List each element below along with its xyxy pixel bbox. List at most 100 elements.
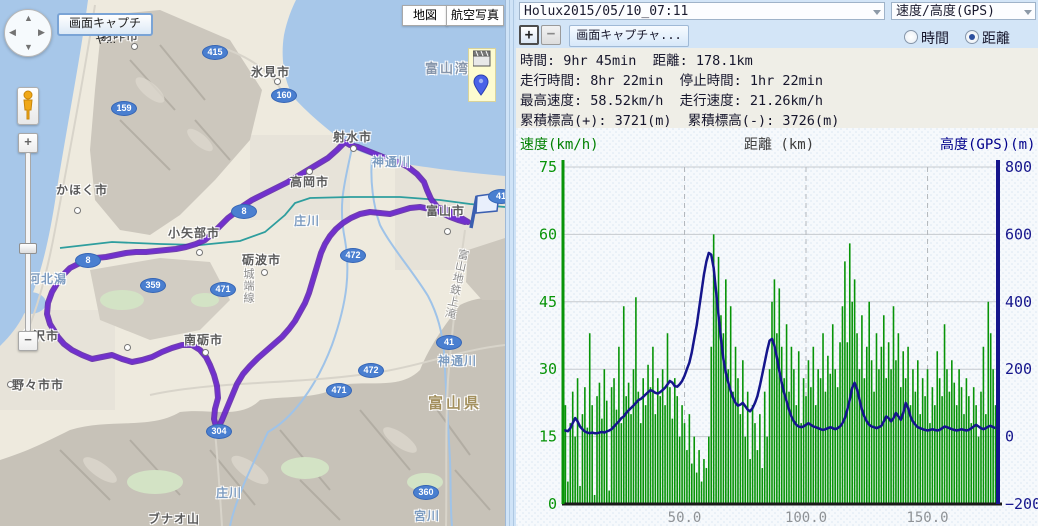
media-marker-icons [473, 50, 491, 96]
radio-time[interactable] [904, 30, 918, 44]
altitude-line [562, 251, 997, 435]
left-tick-label: 15 [539, 428, 557, 446]
map-mountains-east [466, 238, 505, 300]
city-label-takaoka: 高岡市 [290, 175, 330, 189]
media-marker-panel[interactable] [468, 48, 496, 102]
route-badge-8: 8 [231, 204, 257, 219]
chart-area: 50.0 100.0 150.0 0 15 30 45 60 75 −200 0 200 400 600 8… [516, 128, 1038, 526]
water-label-kahokugata: 河北潟 [28, 272, 68, 286]
right-tick-label: 200 [1005, 360, 1032, 378]
city-dot [261, 269, 268, 276]
map-mountains-south [0, 297, 505, 526]
pan-right-icon[interactable]: ▶ [38, 27, 45, 37]
chart-zoom-in-button[interactable]: + [519, 25, 539, 45]
pegman-icon [23, 90, 33, 120]
map-capture-button[interactable]: 画面キャプチャ... [57, 13, 153, 46]
clapperboard-icon [473, 50, 491, 67]
river-label-shogawa-south: 庄川 [216, 486, 243, 500]
map-pan-control[interactable]: ▲ ▼ ◀ ▶ [4, 9, 52, 57]
map-mountains-north [90, 10, 262, 235]
stat-line-time-distance: 時間: 9hr 45min 距離: 178.1km [520, 53, 753, 69]
map-pin-icon [473, 74, 489, 96]
map-sea-west [0, 0, 88, 346]
track-file-select[interactable]: Holux2015/05/10_07:11 [519, 2, 885, 20]
prefecture-label-toyama: 富山県 [428, 395, 483, 412]
panel-capture-button[interactable]: 画面キャプチャ... [569, 25, 689, 47]
chart-zoom-out-button[interactable]: − [541, 25, 561, 45]
map-zoom-slider-track[interactable] [25, 152, 31, 332]
panel-toolbar-buttons: + − 画面キャプチャ... 時間 距離 [516, 22, 1038, 49]
view-mode-select[interactable]: 速度/高度(GPS) [891, 2, 1036, 20]
map-zoom-slider-handle[interactable] [19, 243, 37, 254]
radio-distance-label[interactable]: 距離 [982, 31, 1010, 47]
city-label-imizu: 射水市 [333, 130, 373, 144]
right-axis-title: 高度(GPS)(m) [940, 137, 1036, 153]
city-label-tonami: 砺波市 [242, 253, 282, 267]
chevron-down-icon[interactable] [1024, 10, 1032, 15]
street-view-pegman-button[interactable] [17, 87, 39, 125]
route-badge-472: 472 [358, 363, 384, 378]
panel-toolbar-selects: Holux2015/05/10_07:11 速度/高度(GPS) [516, 0, 1038, 22]
river-label-shogawa: 庄川 [294, 214, 321, 228]
splitter-ridge [513, 0, 514, 526]
route-badge-41: 41 [488, 189, 505, 204]
rail-label-johana-line: 城端線 [242, 268, 254, 304]
map-zoom-in-button[interactable]: + [18, 133, 38, 153]
river-label-miyagawa: 宮川 [414, 509, 441, 523]
city-dot [196, 249, 203, 256]
right-tick-label: 600 [1005, 225, 1032, 243]
chevron-down-icon[interactable] [873, 10, 881, 15]
map-type-map-button[interactable]: 地図 [402, 5, 448, 26]
left-tick-label: 75 [539, 158, 557, 176]
route-badge-41: 41 [436, 335, 462, 350]
river-label-jinzu-north: 神通川 [372, 155, 412, 169]
city-dot [124, 344, 131, 351]
right-tick-label: 0 [1005, 428, 1014, 446]
terrain-label-bunao: ブナオ山 [148, 512, 201, 526]
radio-time-label[interactable]: 時間 [921, 31, 949, 47]
left-tick-label: 45 [539, 293, 557, 311]
route-badge-472: 472 [340, 248, 366, 263]
map-panel-splitter[interactable] [505, 0, 517, 526]
radio-distance[interactable] [965, 30, 979, 44]
map-toyama-bay [282, 0, 505, 176]
map-type-satellite-button[interactable]: 航空写真 [446, 5, 504, 26]
radio-selected-dot [969, 34, 975, 40]
chart-panel: Holux2015/05/10_07:11 速度/高度(GPS) + − 画面キ… [516, 0, 1038, 526]
city-label-toyama: 富山市 [426, 204, 466, 218]
route-badge-160: 160 [271, 88, 297, 103]
route-badge-471: 471 [210, 282, 236, 297]
stat-line-elevation-gain: 累積標高(+): 3721(m) 累積標高(-): 3726(m) [520, 113, 840, 129]
stat-line-max-avg-speed: 最高速度: 58.52km/h 走行速度: 21.26km/h [520, 93, 824, 109]
map-canvas[interactable] [0, 0, 505, 526]
route-badge-359: 359 [140, 278, 166, 293]
route-badge-159: 159 [111, 101, 137, 116]
map-zoom-out-button[interactable]: − [18, 331, 38, 351]
speed-altitude-chart[interactable]: 50.0 100.0 150.0 0 15 30 45 60 75 −200 0 200 400 600 8… [516, 128, 1038, 526]
map-pane: 羽咋市 氷見市 かほく市 高岡市 小矢部市 砺波市 射水市 富山市 南砺市 金沢… [0, 0, 505, 526]
x-axis-title: 距離 (km) [744, 137, 815, 153]
left-axis-title: 速度(km/h) [520, 137, 599, 153]
pan-up-icon[interactable]: ▲ [24, 13, 33, 23]
city-dot [7, 381, 14, 388]
city-label-nonoichi: 野々市市 [12, 378, 65, 392]
water-label-toyama-bay: 富山湾 [425, 61, 471, 76]
pan-left-icon[interactable]: ◀ [9, 27, 16, 37]
map-rivers [229, 147, 453, 526]
route-badge-8: 8 [75, 253, 101, 268]
pan-down-icon[interactable]: ▼ [24, 42, 33, 52]
gps-track [45, 140, 470, 432]
splitter-ridge [509, 0, 510, 526]
city-label-oyabe: 小矢部市 [168, 226, 221, 240]
x-tick-label: 100.0 [785, 510, 827, 526]
city-dot [131, 43, 138, 50]
x-tick-label: 150.0 [906, 510, 948, 526]
city-dot [350, 145, 357, 152]
route-badge-360: 360 [413, 485, 439, 500]
left-tick-label: 0 [548, 495, 557, 513]
route-badge-471: 471 [326, 383, 352, 398]
stat-line-moving-stopped: 走行時間: 8hr 22min 停止時間: 1hr 22min [520, 73, 824, 89]
stats-summary: 時間: 9hr 45min 距離: 178.1km 走行時間: 8hr 22mi… [516, 48, 1038, 129]
city-label-himi: 氷見市 [251, 65, 291, 79]
